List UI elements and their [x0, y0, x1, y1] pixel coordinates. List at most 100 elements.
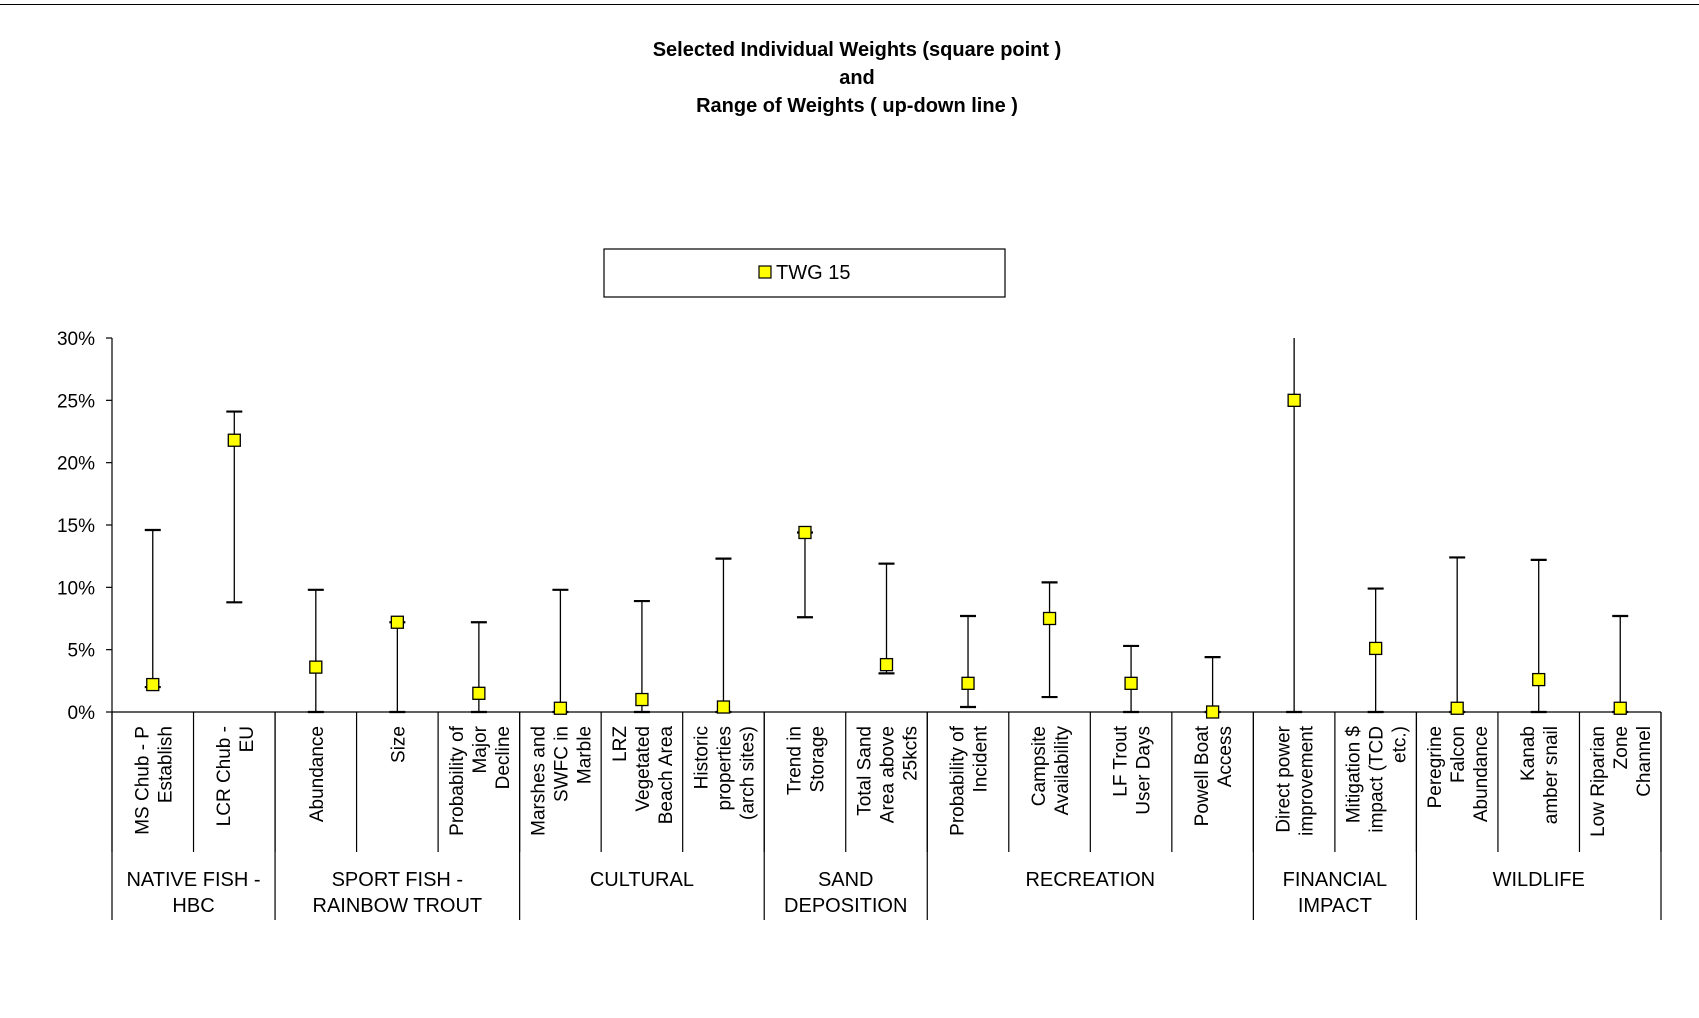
- category-label-line: User Days: [1134, 726, 1155, 815]
- category-label-line: Major: [470, 725, 491, 773]
- y-tick-label: 5%: [68, 641, 96, 662]
- y-axis-ticks: 0% 5% 10% 15% 20% 25% 30%: [57, 329, 112, 724]
- weight-point: [879, 657, 894, 672]
- group-label-line: NATIVE FISH -: [126, 869, 260, 891]
- category-label-line: amber snail: [1541, 726, 1562, 824]
- group-label: RECREATION: [1025, 869, 1155, 891]
- category-label-line: LF Trout: [1111, 725, 1132, 796]
- category-label-line: Access: [1215, 726, 1236, 787]
- category-label: Historic properties (arch sites): [691, 726, 758, 820]
- category-label-line: etc.): [1390, 726, 1411, 763]
- weight-point: [309, 660, 323, 674]
- y-tick-label: 15%: [57, 516, 95, 537]
- chart-title-line: Selected Individual Weights (square poin…: [653, 39, 1062, 61]
- category-label-line: Trend in: [784, 726, 805, 795]
- group-label-line: FINANCIAL: [1283, 869, 1387, 891]
- chart-title: Selected Individual Weights (square poin…: [653, 39, 1062, 117]
- category-label-line: Beach Area: [656, 726, 677, 825]
- category-label-line: Abundance: [307, 726, 328, 822]
- weight-point: [390, 615, 404, 629]
- category-label: LF Trout User Days: [1111, 725, 1155, 814]
- group-label-line: SPORT FISH -: [332, 869, 464, 891]
- category-label-line: Decline: [493, 726, 514, 789]
- weight-point: [1205, 705, 1220, 719]
- category-label-line: (arch sites): [737, 726, 758, 820]
- legend: TWG 15: [603, 248, 1006, 298]
- chart-title-line: Range of Weights ( up-down line ): [696, 95, 1018, 117]
- category-label-line: MS Chub - P: [132, 726, 153, 835]
- category-label-line: 25kcfs: [901, 726, 922, 781]
- category-label-line: Size: [388, 726, 409, 763]
- category-label: Kanab amber snail: [1518, 726, 1562, 824]
- category-label: Total Sand Area above 25kcfs: [855, 726, 922, 823]
- range-lines: [144, 338, 1629, 714]
- category-label-line: Abundance: [1471, 726, 1492, 822]
- category-label-line: Availability: [1052, 726, 1073, 816]
- category-label-line: Peregrine: [1425, 726, 1446, 808]
- group-label: WILDLIFE: [1493, 869, 1585, 891]
- category-label-line: improvement: [1297, 725, 1318, 836]
- group-label-line: IMPACT: [1298, 895, 1372, 917]
- weight-point: [1450, 701, 1464, 715]
- category-label: LRZ Vegetated Beach Area: [610, 726, 677, 825]
- category-label-line: Mitigation $: [1344, 726, 1365, 824]
- category-label-line: Historic: [691, 726, 712, 789]
- legend-box: [603, 248, 1006, 298]
- category-label: LCR Chub - EU: [214, 726, 258, 826]
- category-label-line: Probability of: [447, 725, 468, 836]
- category-label: Peregrine Falcon Abundance: [1425, 726, 1492, 822]
- category-label: Trend in Storage: [784, 726, 828, 795]
- weight-point: [227, 433, 241, 447]
- category-label-line: LCR Chub -: [214, 726, 235, 826]
- category-label-line: impact (TCD: [1367, 726, 1388, 833]
- y-tick-label: 20%: [57, 454, 95, 475]
- category-label-line: Direct power: [1274, 725, 1295, 832]
- weight-points: [146, 393, 1627, 719]
- group-label-line: RECREATION: [1025, 869, 1155, 891]
- category-label-line: Probability of: [948, 725, 969, 836]
- category-label-line: Kanab: [1518, 726, 1539, 781]
- category-label-line: Establish: [155, 726, 176, 803]
- category-label-line: Marshes and: [528, 726, 549, 836]
- category-label-line: LRZ: [610, 726, 631, 762]
- category-label-line: Channel: [1634, 726, 1655, 797]
- category-label: Probability of Incident: [948, 725, 992, 836]
- weight-point: [553, 701, 568, 715]
- category-label: Mitigation $ impact (TCD etc.): [1344, 726, 1411, 833]
- weight-point: [798, 525, 812, 540]
- weight-point: [1369, 641, 1383, 656]
- legend-label: TWG 15: [776, 262, 850, 284]
- y-tick-label: 10%: [57, 578, 95, 599]
- category-label: Direct power improvement: [1274, 725, 1318, 836]
- group-label-line: DEPOSITION: [784, 895, 907, 917]
- weight-point: [1124, 676, 1138, 690]
- weight-point: [146, 677, 160, 692]
- category-label-line: EU: [237, 726, 258, 752]
- category-label: Probability of Major Decline: [447, 725, 514, 836]
- category-labels: MS Chub - P Establish LCR Chub - EU Abundanc…: [132, 725, 1655, 837]
- category-label-line: Low Riparian: [1588, 726, 1609, 837]
- group-label-line: WILDLIFE: [1493, 869, 1585, 891]
- category-label: Campsite Availability: [1029, 726, 1073, 816]
- category-label-line: Marble: [574, 726, 595, 784]
- category-label-line: Storage: [807, 726, 828, 793]
- group-label: SAND DEPOSITION: [784, 869, 907, 917]
- category-label-line: Vegetated: [633, 726, 654, 812]
- category-label: Low Riparian Zone Channel: [1588, 726, 1655, 837]
- category-label: Marshes and SWFC in Marble: [528, 726, 595, 836]
- chart-title-line: and: [839, 67, 875, 89]
- y-tick-label: 30%: [57, 329, 95, 350]
- category-label: Size: [388, 726, 409, 763]
- group-label-line: SAND: [818, 869, 874, 891]
- y-tick-label: 0%: [68, 703, 96, 724]
- weight-point: [1613, 701, 1627, 715]
- group-label-line: RAINBOW TROUT: [313, 895, 483, 917]
- weight-point: [1532, 672, 1546, 687]
- weight-point: [635, 692, 649, 707]
- weight-point: [472, 686, 486, 700]
- weight-point: [716, 700, 731, 714]
- category-label-line: Falcon: [1448, 726, 1469, 783]
- category-label-line: properties: [714, 726, 735, 811]
- group-labels: NATIVE FISH - HBC SPORT FISH - RAINBOW TROU…: [126, 869, 1584, 917]
